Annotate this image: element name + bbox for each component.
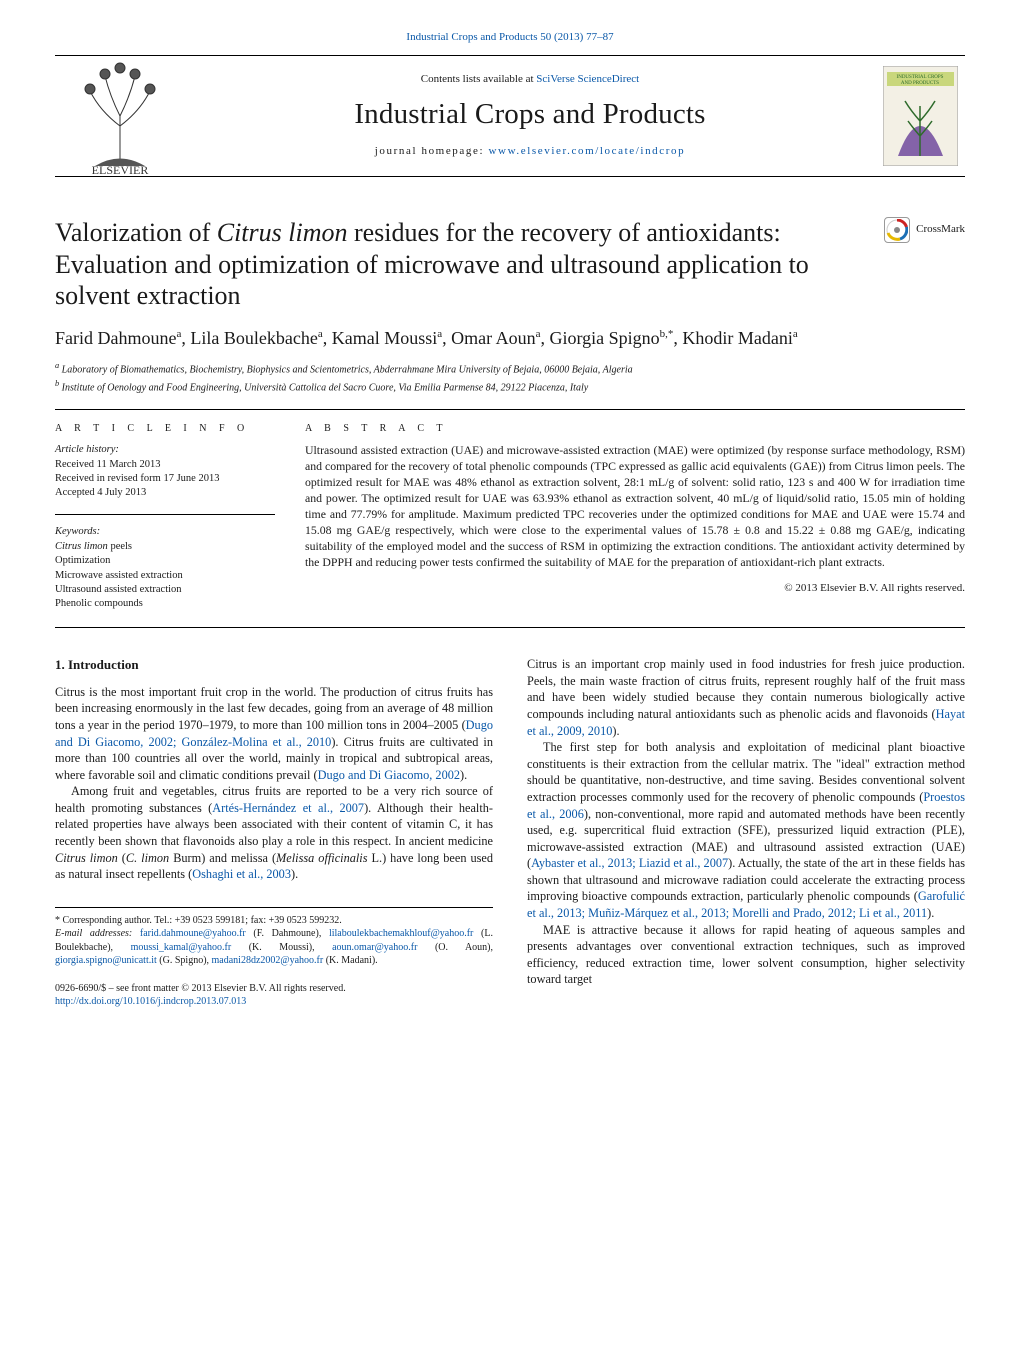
right-column: Citrus is an important crop mainly used … <box>527 656 965 1009</box>
svg-text:AND PRODUCTS: AND PRODUCTS <box>900 81 938 86</box>
left-column: 1. Introduction Citrus is the most impor… <box>55 656 493 1009</box>
issn-line: 0926-6690/$ – see front matter © 2013 El… <box>55 982 493 996</box>
history-head: Article history: <box>55 443 275 457</box>
header-citation: Industrial Crops and Products 50 (2013) … <box>55 30 965 45</box>
masthead: ELSEVIER Contents lists available at Sci… <box>55 55 965 177</box>
crossmark-label: CrossMark <box>916 222 965 237</box>
affiliation-b: b Institute of Oenology and Food Enginee… <box>55 378 965 395</box>
publisher-name: ELSEVIER <box>92 163 149 176</box>
author-3: Kamal Moussia <box>332 328 442 348</box>
abstract-text: Ultrasound assisted extraction (UAE) and… <box>305 443 965 570</box>
homepage-prefix: journal homepage: <box>375 145 489 157</box>
footnotes: * Corresponding author. Tel.: +39 0523 5… <box>55 907 493 968</box>
article-title: Valorization of Citrus limon residues fo… <box>55 217 965 312</box>
left-para-1: Citrus is the most important fruit crop … <box>55 684 493 784</box>
abstract: A B S T R A C T Ultrasound assisted extr… <box>305 422 965 611</box>
article-info-label: A R T I C L E I N F O <box>55 422 275 436</box>
author-6: Khodir Madania <box>682 328 797 348</box>
journal-cover-icon: INDUSTRIAL CROPS AND PRODUCTS <box>883 66 958 166</box>
info-abstract-row: A R T I C L E I N F O Article history: R… <box>55 410 965 628</box>
homepage-link[interactable]: www.elsevier.com/locate/indcrop <box>488 145 685 157</box>
ref-link-6[interactable]: Proestos et al., 2006 <box>527 790 965 821</box>
keywords-head: Keywords: <box>55 525 275 539</box>
ref-link-2[interactable]: Dugo and Di Giacomo, 2002 <box>318 768 460 782</box>
journal-title: Industrial Crops and Products <box>185 95 875 134</box>
title-italic: Citrus limon <box>217 218 348 247</box>
ref-link-7[interactable]: Aybaster et al., 2013; Liazid et al., 20… <box>531 856 728 870</box>
author-2: Lila Boulekbachea <box>190 328 322 348</box>
keyword-4: Ultrasound assisted extraction <box>55 583 275 597</box>
right-para-1: Citrus is an important crop mainly used … <box>527 656 965 739</box>
email-3[interactable]: moussi_kamal@yahoo.fr <box>131 942 232 953</box>
crossmark-icon <box>884 217 910 243</box>
affiliation-a: a Laboratory of Biomathematics, Biochemi… <box>55 360 965 377</box>
history-2: Received in revised form 17 June 2013 <box>55 472 275 486</box>
keyword-2: Optimization <box>55 554 275 568</box>
doi-link[interactable]: http://dx.doi.org/10.1016/j.indcrop.2013… <box>55 996 246 1007</box>
homepage-line: journal homepage: www.elsevier.com/locat… <box>185 144 875 159</box>
ref-link-3[interactable]: Artés-Hernández et al., 2007 <box>212 801 364 815</box>
title-pre: Valorization of <box>55 218 217 247</box>
masthead-center: Contents lists available at SciVerse Sci… <box>185 64 875 167</box>
author-4: Omar Aouna <box>451 328 540 348</box>
elsevier-tree-icon: ELSEVIER <box>60 56 180 176</box>
section-1-heading: 1. Introduction <box>55 656 493 674</box>
email-2[interactable]: lilaboulekbachemakhlouf@yahoo.fr <box>329 928 473 939</box>
authors: Farid Dahmounea, Lila Boulekbachea, Kama… <box>55 326 965 350</box>
email-4[interactable]: aoun.omar@yahoo.fr <box>332 942 417 953</box>
email-6[interactable]: madani28dz2002@yahoo.fr <box>212 955 324 966</box>
keyword-3: Microwave assisted extraction <box>55 569 275 583</box>
contents-prefix: Contents lists available at <box>421 73 536 85</box>
ref-link-4[interactable]: Oshaghi et al., 2003 <box>192 867 291 881</box>
crossmark-badge[interactable]: CrossMark <box>884 217 965 243</box>
svg-text:INDUSTRIAL CROPS: INDUSTRIAL CROPS <box>896 75 943 80</box>
keyword-1: Citrus limon peels <box>55 540 275 554</box>
abstract-label: A B S T R A C T <box>305 422 965 436</box>
keyword-5: Phenolic compounds <box>55 597 275 611</box>
right-para-2: The first step for both analysis and exp… <box>527 739 965 922</box>
history-3: Accepted 4 July 2013 <box>55 486 275 500</box>
email-5[interactable]: giorgia.spigno@unicatt.it <box>55 955 157 966</box>
journal-cover: INDUSTRIAL CROPS AND PRODUCTS <box>875 66 965 166</box>
footer-meta: 0926-6690/$ – see front matter © 2013 El… <box>55 982 493 1009</box>
right-para-3: MAE is attractive because it allows for … <box>527 922 965 988</box>
history-1: Received 11 March 2013 <box>55 458 275 472</box>
left-para-2: Among fruit and vegetables, citrus fruit… <box>55 783 493 883</box>
sciencedirect-link[interactable]: SciVerse ScienceDirect <box>536 73 639 85</box>
copyright: © 2013 Elsevier B.V. All rights reserved… <box>305 581 965 596</box>
author-5: Giorgia Spignob,* <box>550 328 674 348</box>
publisher-logo: ELSEVIER <box>55 56 185 176</box>
ref-link-1[interactable]: Dugo and Di Giacomo, 2002; González-Moli… <box>55 718 493 749</box>
ref-link-8[interactable]: Garofulić et al., 2013; Muñiz-Márquez et… <box>527 889 965 920</box>
ref-link-5[interactable]: Hayat et al., 2009, 2010 <box>527 707 965 738</box>
article-head: CrossMark Valorization of Citrus limon r… <box>55 217 965 395</box>
affiliations: a Laboratory of Biomathematics, Biochemi… <box>55 360 965 395</box>
contents-line: Contents lists available at SciVerse Sci… <box>185 72 875 87</box>
email-1[interactable]: farid.dahmoune@yahoo.fr <box>140 928 246 939</box>
emails: E-mail addresses: farid.dahmoune@yahoo.f… <box>55 927 493 968</box>
corresponding-author: * Corresponding author. Tel.: +39 0523 5… <box>55 914 493 928</box>
author-1: Farid Dahmounea <box>55 328 181 348</box>
body-columns: 1. Introduction Citrus is the most impor… <box>55 656 965 1009</box>
article-info: A R T I C L E I N F O Article history: R… <box>55 422 275 611</box>
citation-link[interactable]: Industrial Crops and Products 50 (2013) … <box>406 31 613 43</box>
